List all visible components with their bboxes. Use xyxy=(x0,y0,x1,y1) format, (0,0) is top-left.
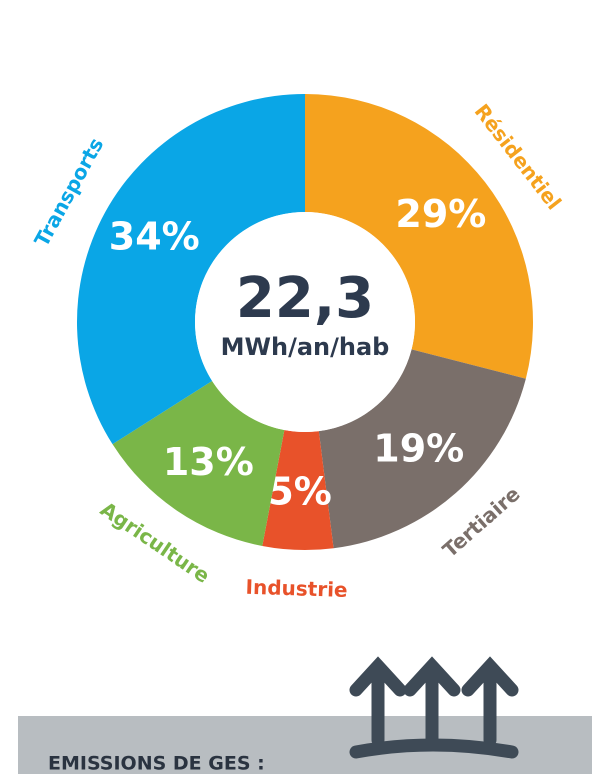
center-value: 22,3 xyxy=(236,266,374,331)
value-label: 29% xyxy=(395,192,486,236)
footer-title: EMISSIONS DE GES : xyxy=(48,753,265,774)
value-label: 19% xyxy=(373,427,464,471)
emission-arrows xyxy=(356,666,512,752)
center-unit: MWh/an/hab xyxy=(221,333,390,361)
category-label: Industrie xyxy=(245,575,348,602)
value-label: 13% xyxy=(163,440,254,484)
value-label: 34% xyxy=(109,215,200,259)
value-label: 5% xyxy=(267,469,332,513)
infographic: EMISSIONS DE GES : 29%Résidentiel19%Tert… xyxy=(0,0,592,774)
